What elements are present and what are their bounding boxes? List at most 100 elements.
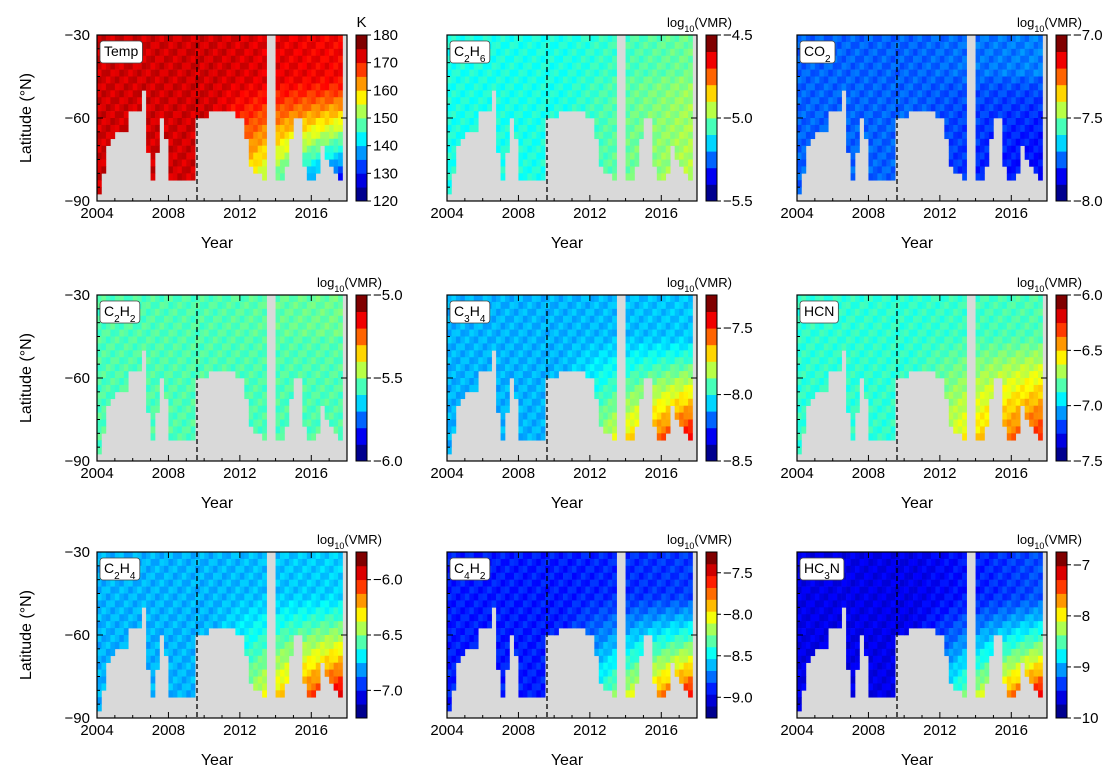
heatmap-cell [527,357,533,365]
heatmap-cell [505,364,510,372]
heatmap-cell [280,76,285,84]
heatmap-cell [288,76,294,84]
heatmap-cell [460,295,466,303]
heatmap-cell [244,118,250,126]
colorbar-segment [356,131,367,147]
heatmap-cell [837,295,842,303]
heatmap-cell [670,124,675,133]
heatmap-cell [119,35,125,43]
heatmap-cell [473,83,479,91]
heatmap-cell [679,308,684,317]
heatmap-cell [505,41,510,50]
heatmap-cell [195,371,200,379]
heatmap-cell [253,131,259,140]
heatmap-cell [159,35,165,43]
heatmap-cell [315,145,321,153]
heatmap-cell [872,378,878,386]
heatmap-cell [872,371,878,379]
heatmap-cell [181,83,187,91]
heatmap-cell [603,124,609,133]
heatmap-cell [531,69,537,77]
heatmap-cell [612,371,617,379]
heatmap-cell [155,35,160,43]
heatmap-cell [505,97,510,105]
heatmap-cell [333,295,339,303]
heatmap-cell [280,83,285,91]
heatmap-cell [226,336,232,344]
colorbar-segment [706,184,717,202]
heatmap-cell [311,357,317,365]
heatmap-cell [630,124,635,133]
heatmap-cell [594,83,600,91]
heatmap-cell [1015,152,1021,160]
heatmap-cell [478,35,484,43]
heatmap-cell [505,124,510,133]
heatmap-cell [661,118,667,126]
heatmap-cell [324,90,330,98]
heatmap-cell [302,111,308,119]
heatmap-cell [612,426,617,434]
heatmap-cell [199,322,205,330]
heatmap-cell [159,322,165,330]
heatmap-cell [280,329,285,337]
heatmap-cell [478,295,484,303]
heatmap-cell [496,83,501,91]
heatmap-cell [576,48,582,57]
heatmap-cell [580,336,586,344]
heatmap-cell [594,104,600,112]
heatmap-cell [643,62,649,70]
heatmap-cell [280,350,285,358]
heatmap-cell [1011,131,1017,140]
heatmap-cell [549,69,555,77]
heatmap-cell [123,90,129,98]
heatmap-cell [652,350,658,358]
heatmap-cell [496,111,501,119]
heatmap-cell [518,55,524,63]
heatmap-cell [665,419,671,427]
heatmap-cell [980,104,985,112]
heatmap-cell [150,405,156,413]
heatmap-cell [549,301,555,310]
heatmap-cell [899,111,905,119]
heatmap-cell [801,131,807,140]
heatmap-cell [797,398,802,406]
heatmap-cell [554,350,559,358]
heatmap-cell [819,322,825,330]
colorbar-segment [356,104,367,119]
heatmap-cell [859,295,865,303]
heatmap-cell [168,405,174,413]
heatmap-cell [908,41,914,50]
heatmap-cell [275,419,281,427]
heatmap-cell [172,62,178,70]
heatmap-cell [814,378,820,386]
heatmap-cell [168,336,174,344]
heatmap-cell [324,124,330,133]
heatmap-cell [801,111,807,119]
heatmap-cell [612,301,617,310]
heatmap-cell [315,412,321,420]
heatmap-cell [333,364,339,372]
heatmap-cell [625,166,631,174]
heatmap-cell [320,97,325,105]
heatmap-cell [262,371,267,379]
heatmap-cell [123,118,129,126]
heatmap-cell [926,69,932,77]
heatmap-cell [598,118,604,126]
heatmap-cell [797,301,802,310]
heatmap-cell [288,35,294,43]
heatmap-cell [536,398,542,406]
heatmap-cell [213,104,218,112]
heatmap-cell [656,329,662,337]
heatmap-cell [478,62,484,70]
heatmap-cell [150,426,156,434]
heatmap-cell [163,364,169,372]
heatmap-cell [567,35,573,43]
heatmap-cell [612,433,617,441]
heatmap-cell [607,131,613,140]
heatmap-cell [101,336,107,344]
heatmap-cell [832,35,838,43]
heatmap-cell [585,343,591,351]
heatmap-cell [993,97,999,105]
heatmap-cell [482,343,488,351]
